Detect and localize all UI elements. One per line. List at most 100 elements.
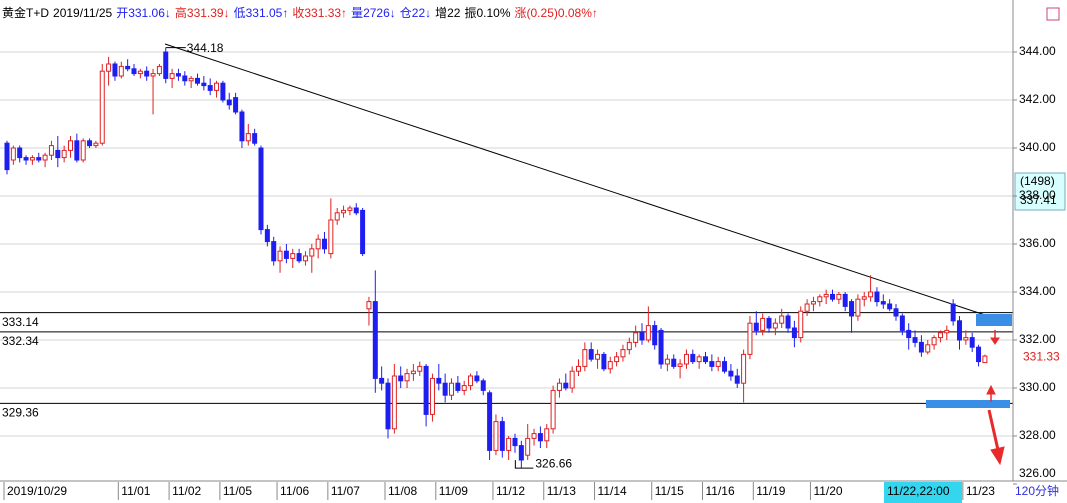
candle-body bbox=[830, 293, 835, 300]
arrows bbox=[986, 330, 1005, 466]
x-tick-label: 2019/10/29 bbox=[7, 484, 67, 498]
cursor-x-box bbox=[884, 482, 962, 503]
candle-body bbox=[690, 353, 696, 363]
candle-body bbox=[868, 291, 874, 298]
candle-body bbox=[899, 315, 905, 331]
header-item: 量2726↓ bbox=[351, 6, 396, 20]
header-item: 开331.06↓ bbox=[116, 6, 171, 20]
candle-body bbox=[544, 428, 550, 442]
cursor-info-box bbox=[1014, 172, 1066, 211]
resistance-zone bbox=[976, 314, 1012, 326]
candle-body bbox=[582, 349, 588, 367]
candle-body bbox=[944, 329, 950, 334]
candle-body bbox=[512, 437, 518, 447]
candle-body bbox=[449, 382, 454, 396]
candle-body bbox=[537, 433, 543, 442]
header-item: 涨(0.25)0.08%↑ bbox=[515, 5, 598, 20]
period-label: 120分钟 bbox=[1015, 483, 1059, 498]
candle-body bbox=[487, 392, 493, 451]
candle-body bbox=[855, 298, 861, 317]
candle-body bbox=[810, 301, 816, 305]
candle-body bbox=[48, 145, 54, 156]
candle-body bbox=[791, 327, 797, 339]
y-tick-label: 328.00 bbox=[1019, 428, 1056, 442]
candle-body bbox=[455, 382, 461, 391]
header: 黄金T+D 2019/11/25 开331.06↓ 高331.39↓ 低331.05↑ 收… bbox=[2, 5, 598, 20]
candle-body bbox=[766, 317, 772, 329]
candle-body bbox=[836, 293, 842, 300]
candle-body bbox=[436, 377, 442, 384]
candle-body bbox=[391, 375, 397, 430]
candle-body bbox=[93, 142, 99, 147]
candle-body bbox=[918, 341, 924, 353]
candle-body bbox=[620, 349, 626, 358]
candle-body bbox=[429, 377, 435, 415]
x-tick-label: 11/23 bbox=[966, 484, 995, 498]
candle-body bbox=[118, 65, 124, 77]
candle-body bbox=[925, 344, 931, 353]
candle-body bbox=[17, 147, 23, 159]
candle-body bbox=[131, 68, 137, 75]
candle-body bbox=[366, 301, 372, 310]
candle-body bbox=[150, 73, 156, 77]
candle-body bbox=[252, 133, 258, 144]
header-item: 增22 bbox=[435, 6, 461, 20]
candle-body bbox=[423, 365, 429, 415]
level-label: 333.14 bbox=[2, 315, 39, 329]
candle-body bbox=[671, 358, 677, 367]
candle-body bbox=[290, 253, 296, 259]
candle-body bbox=[772, 322, 778, 329]
candle-body bbox=[80, 140, 86, 161]
candle-body bbox=[664, 358, 670, 365]
candle-body bbox=[125, 65, 131, 70]
level-label: 329.36 bbox=[2, 406, 39, 420]
candle-body bbox=[849, 301, 855, 317]
candle-body bbox=[404, 373, 410, 382]
candle-body bbox=[715, 361, 721, 367]
x-tick-label: 11/06 bbox=[280, 484, 309, 498]
candle-body bbox=[309, 248, 315, 257]
candle-body bbox=[874, 291, 880, 303]
candle-body bbox=[283, 250, 289, 259]
cursor-price: 337.41 bbox=[1020, 193, 1057, 207]
candle-body bbox=[658, 329, 664, 365]
candle-body bbox=[950, 303, 956, 322]
candle-body bbox=[893, 308, 899, 317]
candle-body bbox=[880, 301, 886, 305]
candle-body bbox=[264, 229, 270, 243]
y-tick-label: 326.00 bbox=[1019, 466, 1056, 480]
candle-body bbox=[10, 147, 16, 161]
candle-body bbox=[347, 207, 353, 211]
x-axis-band bbox=[0, 482, 1067, 503]
candle-body bbox=[302, 255, 308, 262]
last-price-label: 331.33 bbox=[1023, 349, 1060, 363]
x-tick-label: 11/01 bbox=[121, 484, 150, 498]
y-tick-label: 332.00 bbox=[1019, 332, 1056, 346]
x-tick-label: 11/19 bbox=[756, 484, 785, 498]
header-item: 2019/11/25 bbox=[53, 6, 112, 20]
candle-body bbox=[506, 437, 512, 451]
candle-body bbox=[728, 370, 734, 377]
candle-body bbox=[245, 133, 251, 142]
candle-body bbox=[887, 303, 893, 310]
candle-body bbox=[36, 157, 42, 161]
candle-body bbox=[493, 421, 499, 451]
candle-body bbox=[569, 370, 575, 389]
candle-body bbox=[328, 219, 334, 255]
candle-body bbox=[233, 97, 239, 113]
candle-body bbox=[576, 365, 581, 372]
y-tick-label: 342.00 bbox=[1019, 92, 1056, 106]
candle-body bbox=[74, 140, 80, 161]
candle-body bbox=[982, 355, 988, 364]
candle-body bbox=[652, 325, 658, 346]
candle-body bbox=[220, 82, 226, 101]
x-tick-label: 11/07 bbox=[331, 484, 360, 498]
candle-body bbox=[823, 293, 829, 298]
trough-bracket bbox=[514, 460, 534, 469]
candle-body bbox=[163, 51, 169, 79]
candle-body bbox=[607, 361, 613, 370]
x-tick-label: 11/15 bbox=[655, 484, 684, 498]
candle-body bbox=[747, 322, 753, 355]
candle-body bbox=[68, 140, 73, 151]
